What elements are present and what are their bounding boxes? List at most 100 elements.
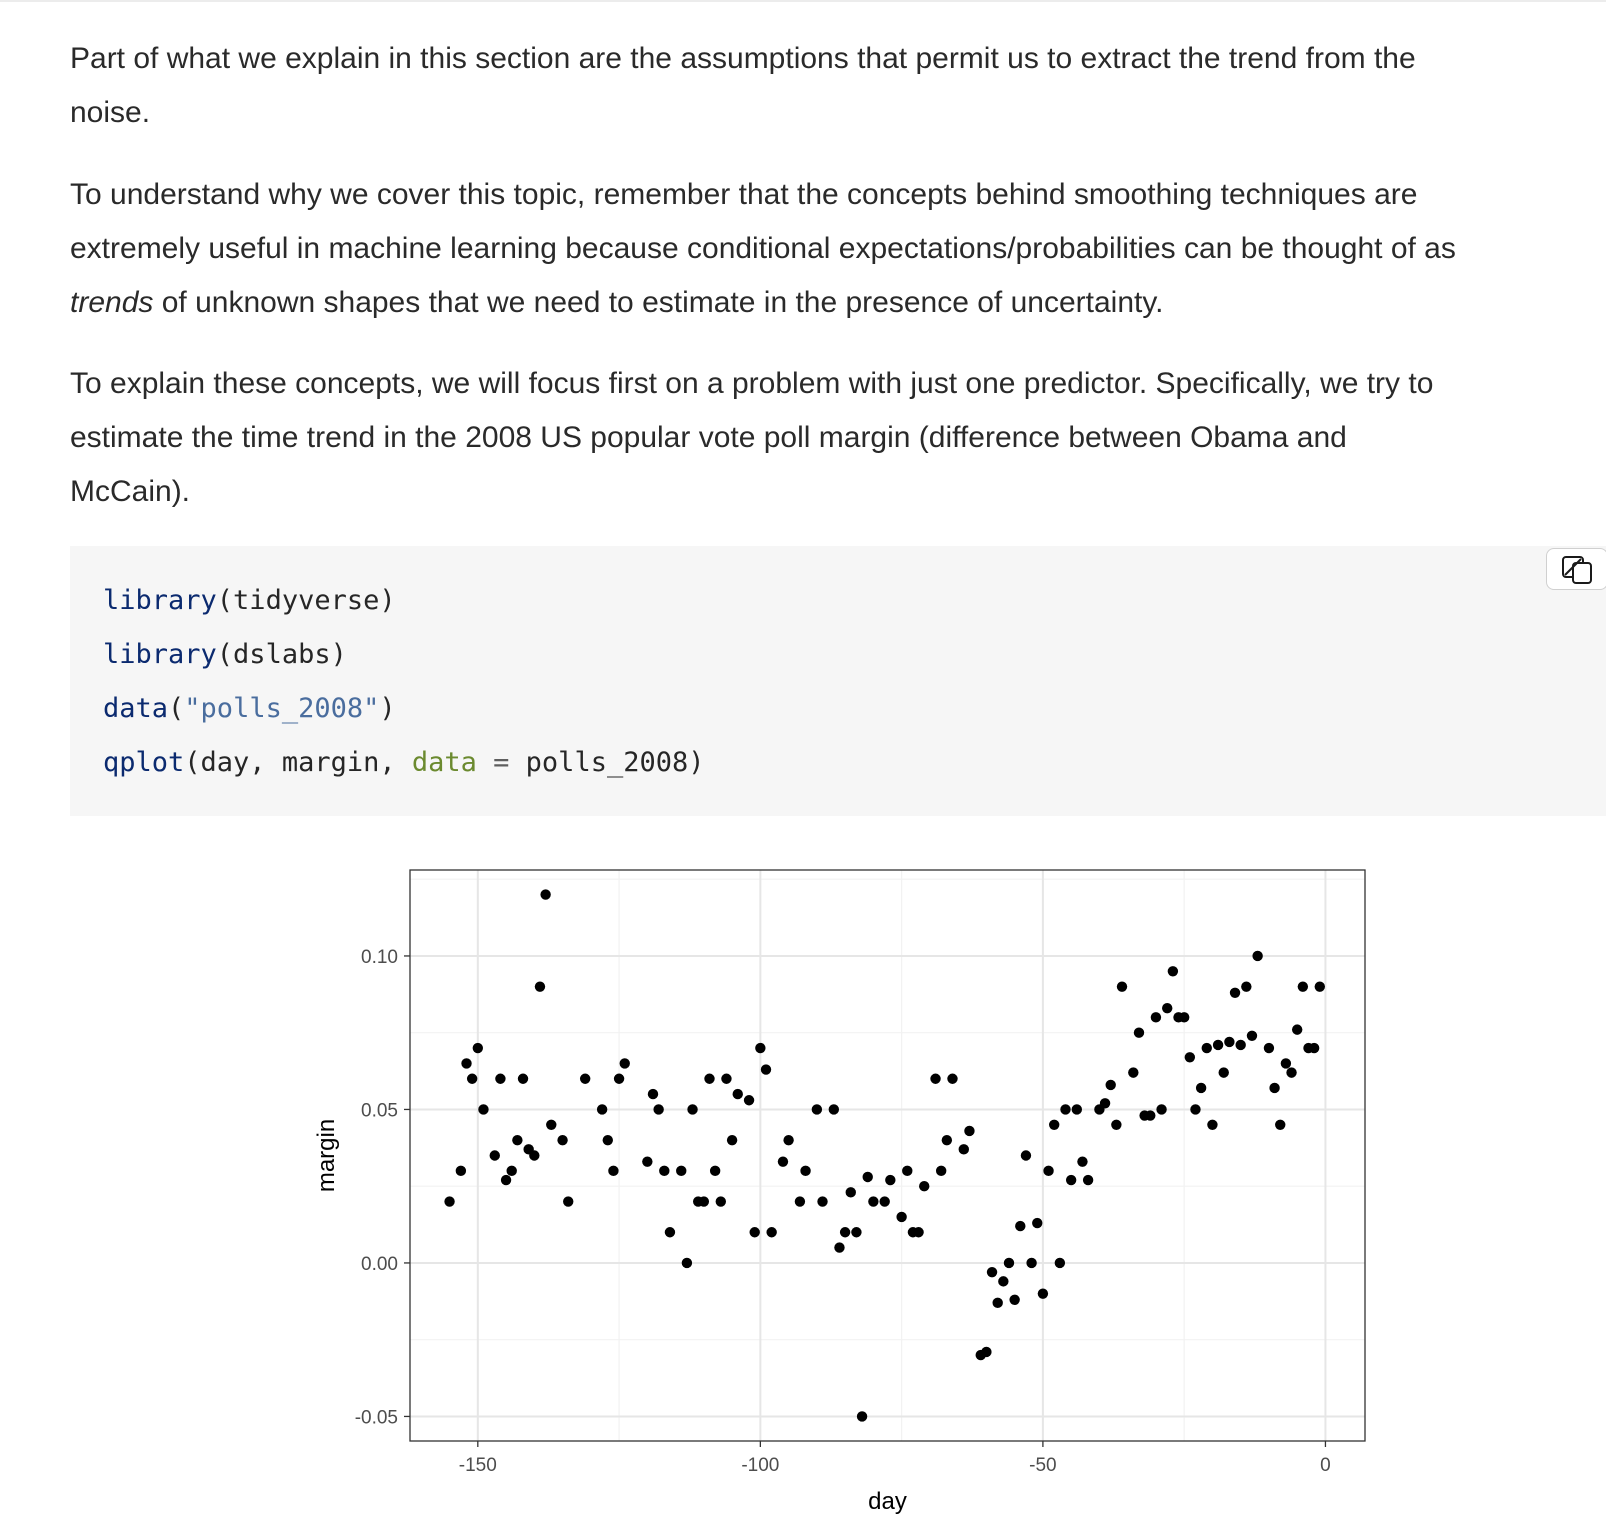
data-point [1099,1098,1111,1109]
code-argument: data [411,747,477,778]
data-point [659,1165,670,1177]
data-point [596,1104,608,1115]
data-point [986,1266,998,1278]
data-point [1184,1052,1196,1063]
data-point [1269,1082,1280,1094]
data-point [1003,1257,1015,1269]
data-point [563,1196,574,1207]
data-point [817,1196,828,1207]
data-point [619,1058,630,1069]
data-point [1291,1024,1303,1035]
data-point [557,1134,568,1146]
paragraph-line: Part of what we explain in this section … [70,42,1416,75]
data-point [613,1073,625,1084]
copy-code-button[interactable] [1546,548,1606,590]
data-point [930,1073,941,1084]
data-point [540,889,551,900]
data-point [1128,1067,1139,1078]
x-axis-title: day [868,1488,907,1515]
data-point [1212,1039,1224,1051]
code-function: qplot [103,747,185,778]
data-point [1015,1220,1026,1232]
data-point [1263,1042,1275,1054]
data-point [868,1196,879,1207]
y-tick-label: 0.05 [361,1100,398,1121]
x-tick-label: 0 [1320,1455,1331,1476]
data-point [839,1227,851,1238]
data-point [1207,1119,1218,1131]
code-text: ( [168,693,185,724]
data-point [1156,1104,1167,1115]
data-point [726,1134,738,1146]
data-point [698,1196,710,1207]
data-point [783,1134,794,1146]
data-point [1297,981,1309,992]
data-point [845,1187,856,1198]
code-string: "polls_2008" [184,693,380,724]
code-line: qplot(day, margin, data = polls_2008) [103,746,704,780]
code-operator: = [476,747,526,778]
data-point [1280,1058,1292,1069]
data-point [777,1156,789,1167]
grid-lines [410,870,1365,1441]
data-point [992,1297,1003,1309]
data-point [1082,1174,1094,1186]
data-point [546,1119,557,1131]
data-point [608,1165,619,1177]
y-tick-label: -0.05 [355,1407,398,1428]
data-point [1246,1030,1258,1041]
data-point [964,1125,975,1137]
data-point [1116,981,1128,992]
data-point [1060,1104,1071,1115]
data-point [1105,1079,1116,1091]
data-point [913,1227,924,1238]
data-point [687,1104,698,1115]
data-point [941,1134,953,1146]
code-text: (tidyverse) [216,585,396,616]
plot-panel-border [409,869,1366,1442]
data-point [1241,981,1252,992]
data-point [828,1104,840,1115]
code-function: data [103,693,169,724]
data-point [1252,950,1263,962]
data-point [1032,1217,1043,1229]
y-axis-title: margin [313,1119,340,1192]
data-point [715,1196,726,1207]
data-point [794,1196,806,1207]
code-text: polls_2008) [525,747,705,778]
copy-icon [1562,556,1592,584]
data-point [709,1165,721,1177]
paragraph-problem: To explain these concepts, we will focus… [70,357,1606,519]
data-point [902,1165,913,1177]
data-point [1026,1257,1037,1269]
code-text: ) [379,693,396,724]
data-point [721,1073,732,1084]
data-point [534,981,546,992]
data-point [1133,1027,1145,1038]
data-point [647,1088,659,1100]
data-point [1224,1036,1235,1048]
data-point [472,1042,484,1054]
data-point [529,1150,540,1161]
data-point [1218,1067,1229,1078]
code-block[interactable]: library(tidyverse) library(dslabs) data(… [70,546,1606,816]
data-point [489,1150,500,1161]
data-point [1314,981,1325,992]
data-point [732,1088,743,1100]
data-point [935,1165,947,1177]
y-tick-label: 0.00 [361,1254,398,1275]
data-point [919,1180,930,1192]
top-divider [0,0,1606,2]
data-point [455,1165,467,1177]
data-point [1195,1082,1207,1094]
data-point [743,1095,755,1106]
data-point [704,1073,715,1084]
data-point [947,1073,958,1084]
data-point [1201,1042,1212,1054]
data-point [885,1174,896,1186]
data-point [1020,1150,1032,1161]
data-point [676,1165,687,1177]
data-point [800,1165,811,1177]
data-point [862,1171,873,1183]
paragraph-line: To understand why we cover this topic, r… [70,178,1418,211]
